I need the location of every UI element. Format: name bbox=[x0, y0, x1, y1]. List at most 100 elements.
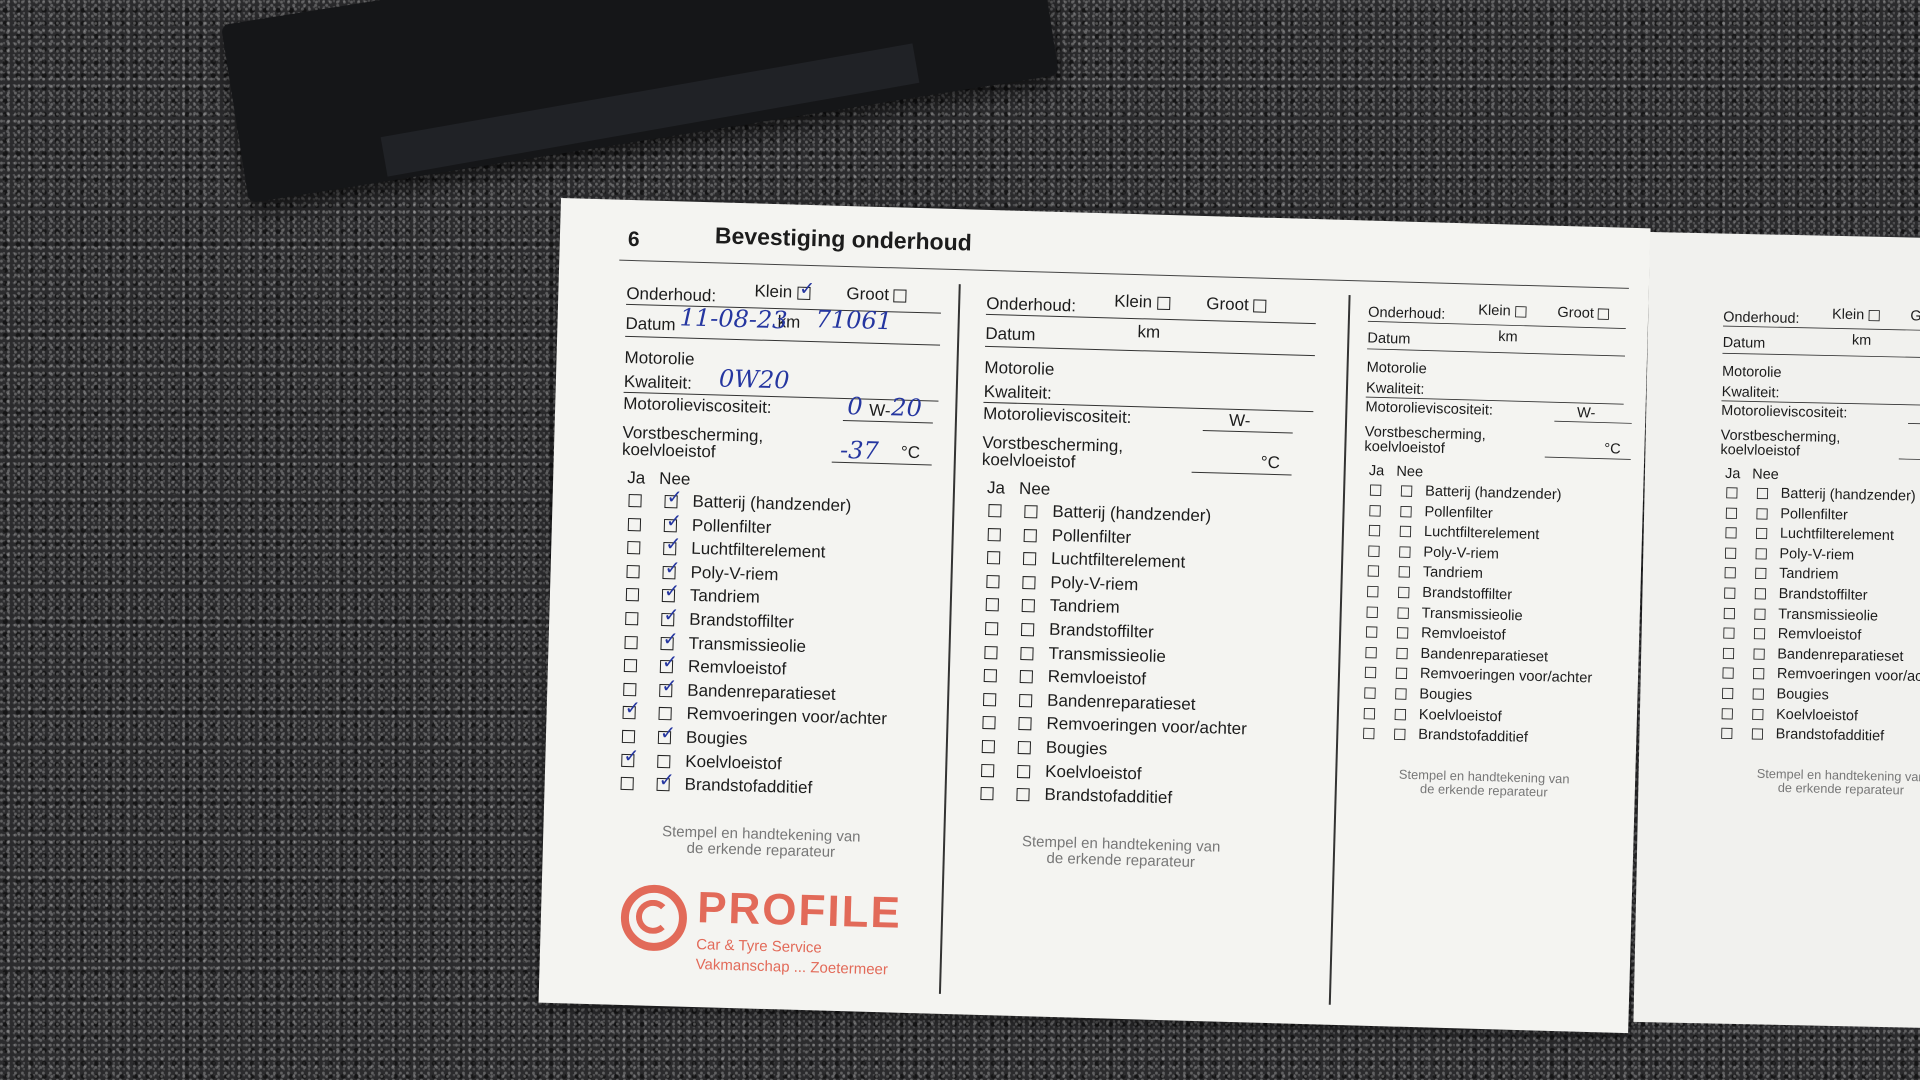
vorst-field[interactable]: °C bbox=[1898, 439, 1920, 462]
klein-checkbox[interactable] bbox=[1868, 310, 1880, 322]
groot-option[interactable]: Groot bbox=[1910, 307, 1920, 325]
nee-checkbox[interactable] bbox=[1755, 527, 1768, 540]
nee-checkbox[interactable] bbox=[1400, 485, 1413, 497]
ja-checkbox[interactable] bbox=[1725, 527, 1737, 539]
ja-checkbox[interactable] bbox=[1725, 507, 1738, 519]
klein-checkbox[interactable] bbox=[1156, 296, 1171, 311]
ja-checkbox[interactable] bbox=[627, 517, 642, 531]
groot-option[interactable]: Groot bbox=[1557, 304, 1610, 323]
nee-checkbox[interactable] bbox=[1753, 628, 1766, 640]
nee-checkbox[interactable] bbox=[1024, 505, 1038, 519]
ja-checkbox[interactable] bbox=[1367, 565, 1380, 578]
ja-checkbox[interactable] bbox=[1369, 484, 1382, 496]
vorst-field[interactable]: °C bbox=[1544, 437, 1632, 460]
nee-checkbox[interactable] bbox=[1751, 728, 1764, 740]
ja-checkbox[interactable] bbox=[1724, 567, 1736, 579]
ja-checkbox[interactable] bbox=[1726, 487, 1738, 499]
nee-checkbox[interactable] bbox=[659, 683, 673, 698]
nee-checkbox[interactable] bbox=[1018, 693, 1033, 708]
ja-checkbox[interactable] bbox=[1722, 667, 1734, 680]
ja-checkbox[interactable] bbox=[1363, 727, 1375, 740]
ja-checkbox[interactable] bbox=[1367, 585, 1379, 598]
klein-option[interactable]: Klein bbox=[1832, 306, 1880, 324]
nee-checkbox[interactable] bbox=[659, 660, 674, 674]
ja-checkbox[interactable] bbox=[623, 659, 638, 673]
ja-checkbox[interactable] bbox=[625, 588, 640, 602]
nee-checkbox[interactable] bbox=[1756, 507, 1768, 520]
ja-checkbox[interactable] bbox=[621, 729, 636, 744]
ja-checkbox[interactable] bbox=[987, 527, 1001, 542]
vorst-field[interactable]: °C bbox=[1191, 449, 1293, 476]
groot-checkbox[interactable] bbox=[893, 289, 907, 303]
ja-checkbox[interactable] bbox=[1724, 547, 1737, 559]
ja-checkbox[interactable] bbox=[626, 564, 640, 579]
ja-checkbox[interactable] bbox=[982, 716, 996, 730]
nee-checkbox[interactable] bbox=[663, 518, 678, 532]
nee-checkbox[interactable] bbox=[1400, 505, 1412, 518]
ja-checkbox[interactable] bbox=[986, 551, 1001, 565]
nee-checkbox[interactable] bbox=[661, 612, 675, 627]
ja-checkbox[interactable] bbox=[1722, 647, 1735, 659]
nee-checkbox[interactable] bbox=[1752, 688, 1764, 700]
nee-checkbox[interactable] bbox=[1016, 788, 1030, 802]
nee-checkbox[interactable] bbox=[1397, 586, 1410, 599]
ja-checkbox[interactable] bbox=[986, 574, 1000, 589]
ja-checkbox[interactable] bbox=[1365, 646, 1377, 659]
nee-checkbox[interactable] bbox=[1399, 546, 1411, 558]
nee-checkbox[interactable] bbox=[1018, 717, 1032, 731]
nee-checkbox[interactable] bbox=[1394, 708, 1407, 720]
nee-checkbox[interactable] bbox=[656, 778, 670, 792]
ja-checkbox[interactable] bbox=[1369, 504, 1381, 517]
klein-checkbox[interactable] bbox=[796, 286, 811, 301]
nee-checkbox[interactable] bbox=[1399, 525, 1412, 538]
ja-checkbox[interactable] bbox=[981, 739, 996, 754]
ja-checkbox[interactable] bbox=[621, 753, 635, 767]
ja-checkbox[interactable] bbox=[980, 787, 994, 801]
ja-checkbox[interactable] bbox=[620, 777, 634, 791]
ja-checkbox[interactable] bbox=[1724, 587, 1736, 599]
nee-checkbox[interactable] bbox=[1017, 740, 1032, 755]
groot-checkbox[interactable] bbox=[1253, 299, 1267, 313]
nee-checkbox[interactable] bbox=[1020, 623, 1035, 637]
nee-checkbox[interactable] bbox=[1021, 599, 1035, 613]
groot-option[interactable]: Groot bbox=[846, 284, 907, 306]
ja-checkbox[interactable] bbox=[1364, 667, 1377, 679]
nee-checkbox[interactable] bbox=[1754, 588, 1767, 600]
nee-checkbox[interactable] bbox=[658, 707, 672, 721]
nee-checkbox[interactable] bbox=[1395, 688, 1407, 700]
nee-checkbox[interactable] bbox=[1754, 608, 1766, 620]
ja-checkbox[interactable] bbox=[984, 622, 999, 636]
nee-checkbox[interactable] bbox=[1022, 575, 1036, 590]
groot-option[interactable]: Groot bbox=[1206, 294, 1267, 316]
nee-checkbox[interactable] bbox=[1396, 627, 1409, 639]
nee-checkbox[interactable] bbox=[1023, 528, 1037, 543]
ja-checkbox[interactable] bbox=[984, 645, 998, 659]
nee-checkbox[interactable] bbox=[1398, 566, 1411, 578]
ja-checkbox[interactable] bbox=[624, 635, 638, 649]
ja-checkbox[interactable] bbox=[1723, 627, 1735, 639]
ja-checkbox[interactable] bbox=[1366, 606, 1378, 618]
nee-checkbox[interactable] bbox=[1016, 764, 1031, 778]
nee-checkbox[interactable] bbox=[1019, 670, 1033, 684]
groot-checkbox[interactable] bbox=[1597, 308, 1610, 320]
nee-checkbox[interactable] bbox=[663, 542, 677, 556]
ja-checkbox[interactable] bbox=[1721, 727, 1733, 740]
nee-checkbox[interactable] bbox=[1753, 668, 1765, 680]
ja-checkbox[interactable] bbox=[627, 541, 641, 555]
nee-checkbox[interactable] bbox=[1755, 548, 1767, 560]
viscositeit-field[interactable]: W- bbox=[1202, 410, 1294, 434]
nee-checkbox[interactable] bbox=[1753, 648, 1765, 660]
klein-option[interactable]: Klein bbox=[754, 281, 811, 303]
ja-checkbox[interactable] bbox=[625, 611, 639, 626]
viscositeit-field[interactable]: W- bbox=[1554, 403, 1633, 424]
nee-checkbox[interactable] bbox=[1756, 487, 1769, 500]
nee-checkbox[interactable] bbox=[660, 636, 674, 650]
nee-checkbox[interactable] bbox=[662, 565, 676, 580]
nee-checkbox[interactable] bbox=[1395, 667, 1408, 680]
nee-checkbox[interactable] bbox=[661, 589, 676, 603]
klein-option[interactable]: Klein bbox=[1478, 302, 1527, 321]
ja-checkbox[interactable] bbox=[988, 504, 1002, 518]
klein-option[interactable]: Klein bbox=[1114, 291, 1171, 313]
ja-checkbox[interactable] bbox=[622, 706, 636, 720]
ja-checkbox[interactable] bbox=[1363, 707, 1376, 720]
